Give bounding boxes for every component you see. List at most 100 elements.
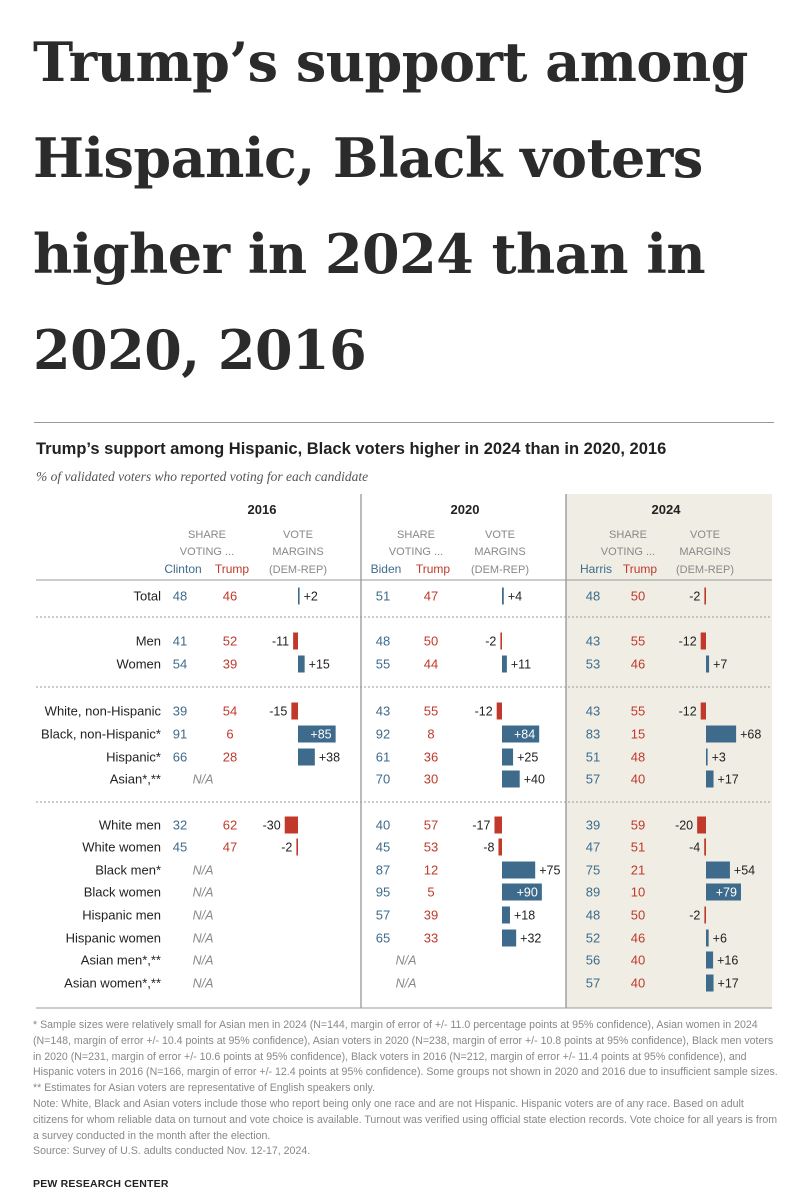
footnote-asian-estimates: ** Estimates for Asian voters are repres…: [33, 1082, 375, 1095]
margin-bar: [704, 838, 706, 856]
margin-label: +4: [508, 590, 522, 604]
margin-label: -8: [483, 841, 494, 855]
dem-share: 54: [173, 657, 187, 672]
dem-share: 75: [586, 863, 600, 878]
rep-share: 59: [631, 818, 645, 833]
dem-share: 66: [173, 750, 187, 765]
source-credit: PEW RESEARCH CENTER: [33, 1178, 169, 1190]
row-label: Men: [136, 634, 161, 649]
vote-header: VOTE: [690, 529, 720, 541]
row-label: Women: [116, 657, 161, 672]
rep-candidate-label: Trump: [623, 562, 658, 576]
dem-share: 40: [376, 818, 390, 833]
vote-header: VOTE: [485, 529, 515, 541]
margin-label: +68: [740, 728, 761, 742]
margin-label: +17: [718, 977, 739, 991]
margin-label: -12: [679, 705, 697, 719]
margin-bar: [700, 702, 706, 720]
rep-share: 46: [223, 589, 237, 604]
dem-share: 65: [376, 931, 390, 946]
margin-bar: [502, 655, 507, 673]
dem-share: 47: [586, 840, 600, 855]
rep-share: 57: [424, 818, 438, 833]
margin-bar: [498, 838, 502, 856]
rep-share: 55: [631, 634, 645, 649]
rep-share: 55: [424, 704, 438, 719]
margin-label: +79: [716, 886, 737, 900]
year-header: 2016: [248, 502, 277, 517]
margin-label: -20: [675, 819, 693, 833]
row-label: Hispanic women: [66, 931, 161, 946]
margin-label: +40: [524, 773, 545, 787]
dem-share: 61: [376, 750, 390, 765]
na-label: N/A: [193, 909, 214, 923]
dem-share: 41: [173, 634, 187, 649]
dem-share: 51: [376, 589, 390, 604]
margin-bar: [502, 770, 520, 788]
rep-share: 51: [631, 840, 645, 855]
rep-share: 28: [223, 750, 237, 765]
margin-label: +7: [713, 658, 727, 672]
rep-share: 12: [424, 863, 438, 878]
rep-share: 50: [631, 589, 645, 604]
margin-label: +2: [304, 590, 318, 604]
share-header: SHARE: [609, 529, 647, 541]
margin-bar: [496, 702, 502, 720]
dem-rep-header: (DEM-REP): [676, 564, 734, 576]
margins-header: MARGINS: [679, 546, 730, 558]
margin-label: +15: [309, 658, 330, 672]
margin-label: -12: [679, 635, 697, 649]
margin-bar: [284, 816, 298, 834]
margins-header: MARGINS: [272, 546, 323, 558]
footnotes: * Sample sizes were relatively small for…: [33, 1018, 778, 1160]
rep-share: 50: [631, 908, 645, 923]
dem-share: 55: [376, 657, 390, 672]
margin-bar: [502, 725, 540, 743]
margin-label: +6: [713, 932, 727, 946]
dem-share: 51: [586, 750, 600, 765]
dem-rep-header: (DEM-REP): [269, 564, 327, 576]
rep-share: 40: [631, 953, 645, 968]
dem-share: 39: [173, 704, 187, 719]
margins-header: MARGINS: [474, 546, 525, 558]
margin-label: +84: [514, 728, 535, 742]
row-label: Black women: [84, 885, 161, 900]
rep-share: 6: [226, 727, 233, 742]
margin-bar: [706, 725, 737, 743]
row-label: White women: [82, 840, 161, 855]
margin-label: -11: [272, 635, 289, 649]
dem-share: 57: [586, 772, 600, 787]
row-label: Hispanic*: [106, 750, 161, 765]
margin-bar: [706, 883, 741, 901]
na-label: N/A: [193, 932, 214, 946]
na-label: N/A: [193, 977, 214, 991]
dem-share: 43: [376, 704, 390, 719]
margin-bar: [298, 655, 305, 673]
margin-bar: [502, 587, 504, 605]
dem-share: 48: [586, 589, 600, 604]
footnote-sample-sizes: * Sample sizes were relatively small for…: [33, 1019, 778, 1079]
rep-share: 52: [223, 634, 237, 649]
margin-label: +3: [712, 751, 726, 765]
na-label: N/A: [396, 977, 417, 991]
row-label: White men: [99, 818, 161, 833]
margin-label: +25: [517, 751, 538, 765]
rep-share: 62: [223, 818, 237, 833]
na-label: N/A: [193, 864, 214, 878]
na-label: N/A: [193, 773, 214, 787]
rep-share: 55: [631, 704, 645, 719]
year-header: 2020: [451, 502, 480, 517]
margin-bar: [706, 951, 714, 969]
margin-label: -2: [281, 841, 292, 855]
margin-label: +17: [718, 773, 739, 787]
dem-share: 56: [586, 953, 600, 968]
dem-candidate-label: Clinton: [164, 562, 201, 576]
margin-label: +54: [734, 864, 755, 878]
rep-share: 10: [631, 885, 645, 900]
margin-bar: [706, 748, 708, 766]
margin-label: -4: [689, 841, 700, 855]
rep-share: 53: [424, 840, 438, 855]
dem-share: 48: [376, 634, 390, 649]
margin-label: -2: [485, 635, 496, 649]
